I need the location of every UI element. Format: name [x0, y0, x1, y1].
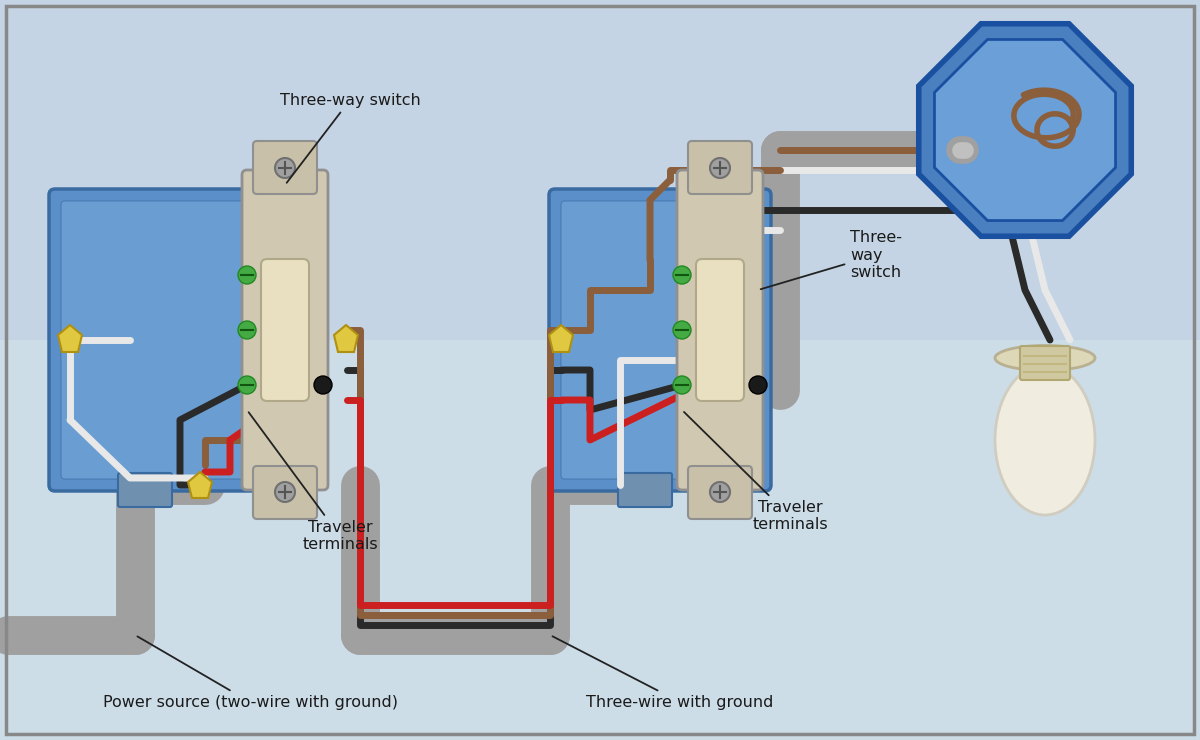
FancyBboxPatch shape	[253, 141, 317, 194]
Circle shape	[314, 376, 332, 394]
FancyBboxPatch shape	[49, 189, 271, 491]
Circle shape	[710, 482, 730, 502]
Ellipse shape	[995, 365, 1094, 515]
Polygon shape	[935, 39, 1116, 221]
Text: Traveler
terminals: Traveler terminals	[248, 412, 378, 552]
Circle shape	[749, 376, 767, 394]
FancyBboxPatch shape	[1020, 346, 1070, 380]
FancyBboxPatch shape	[253, 466, 317, 519]
Circle shape	[238, 376, 256, 394]
FancyBboxPatch shape	[560, 201, 758, 479]
Circle shape	[275, 482, 295, 502]
Polygon shape	[919, 24, 1132, 236]
Bar	[0, 0, 1200, 340]
Circle shape	[238, 321, 256, 339]
Circle shape	[275, 158, 295, 178]
FancyBboxPatch shape	[688, 466, 752, 519]
Circle shape	[673, 376, 691, 394]
Text: Power source (two-wire with ground): Power source (two-wire with ground)	[102, 636, 397, 710]
Text: Three-
way
switch: Three- way switch	[761, 230, 902, 289]
FancyBboxPatch shape	[242, 170, 328, 490]
Text: Three-way switch: Three-way switch	[280, 92, 420, 183]
FancyBboxPatch shape	[696, 259, 744, 401]
Polygon shape	[548, 325, 572, 352]
FancyBboxPatch shape	[262, 259, 308, 401]
FancyBboxPatch shape	[118, 473, 172, 507]
FancyBboxPatch shape	[688, 141, 752, 194]
Polygon shape	[334, 325, 358, 352]
Circle shape	[673, 321, 691, 339]
Text: Three-wire with ground: Three-wire with ground	[552, 636, 774, 710]
Circle shape	[710, 158, 730, 178]
Text: Traveler
terminals: Traveler terminals	[684, 412, 828, 532]
Polygon shape	[58, 325, 82, 352]
FancyBboxPatch shape	[677, 170, 763, 490]
Polygon shape	[188, 472, 212, 498]
FancyBboxPatch shape	[618, 473, 672, 507]
Ellipse shape	[995, 346, 1094, 371]
FancyBboxPatch shape	[548, 189, 770, 491]
Circle shape	[673, 266, 691, 284]
Circle shape	[238, 266, 256, 284]
FancyBboxPatch shape	[61, 201, 259, 479]
